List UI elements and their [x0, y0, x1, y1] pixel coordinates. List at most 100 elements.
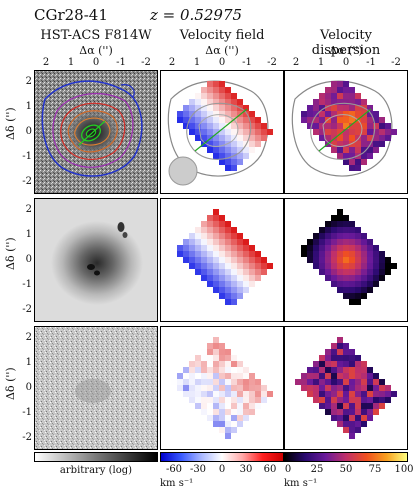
map-pixel	[213, 349, 219, 355]
map-pixel	[355, 367, 361, 373]
map-pixel	[373, 385, 379, 391]
map-pixel	[337, 147, 343, 153]
map-pixel	[331, 391, 337, 397]
map-pixel	[331, 257, 337, 263]
map-pixel	[331, 263, 337, 269]
map-pixel	[319, 245, 325, 251]
map-pixel	[349, 287, 355, 293]
map-pixel	[325, 123, 331, 129]
map-pixel	[361, 117, 367, 123]
map-pixel	[313, 385, 319, 391]
redshift: z = 0.52975	[150, 6, 243, 24]
map-pixel	[243, 147, 249, 153]
map-pixel	[219, 397, 225, 403]
map-pixel	[213, 141, 219, 147]
map-pixel	[219, 379, 225, 385]
map-pixel	[313, 397, 319, 403]
map-pixel	[207, 349, 213, 355]
map-pixel	[207, 141, 213, 147]
x-tick-label: -2	[391, 57, 401, 68]
map-pixel	[201, 257, 207, 263]
map-pixel	[213, 135, 219, 141]
map-pixel	[331, 343, 337, 349]
map-pixel	[189, 263, 195, 269]
map-pixel	[231, 93, 237, 99]
map-pixel	[379, 123, 385, 129]
map-pixel	[385, 135, 391, 141]
map-pixel	[337, 99, 343, 105]
map-pixel	[343, 233, 349, 239]
map-pixel	[343, 141, 349, 147]
map-pixel	[219, 287, 225, 293]
colorbar-tick-label: 30	[239, 464, 253, 475]
map-pixel	[207, 147, 213, 153]
map-pixel	[319, 135, 325, 141]
map-pixel	[361, 147, 367, 153]
map-pixel	[219, 227, 225, 233]
map-pixel	[355, 373, 361, 379]
map-pixel	[325, 409, 331, 415]
x-tick-label: 2	[42, 57, 50, 68]
map-pixel	[219, 159, 225, 165]
map-pixel	[219, 117, 225, 123]
map-pixel	[207, 87, 213, 93]
map-pixel	[331, 281, 337, 287]
panel-velocity-contours	[160, 70, 284, 194]
map-pixel	[195, 99, 201, 105]
map-pixel	[361, 99, 367, 105]
map-pixel	[367, 147, 373, 153]
map-pixel	[231, 275, 237, 281]
map-pixel	[243, 117, 249, 123]
map-pixel	[313, 257, 319, 263]
map-pixel	[373, 245, 379, 251]
map-pixel	[319, 257, 325, 263]
map-pixel	[237, 153, 243, 159]
map-pixel	[207, 227, 213, 233]
map-pixel	[343, 99, 349, 105]
panel-hst-contours	[34, 70, 158, 194]
map-pixel	[301, 117, 307, 123]
map-pixel	[355, 251, 361, 257]
map-pixel	[349, 367, 355, 373]
map-pixel	[337, 391, 343, 397]
map-pixel	[243, 391, 249, 397]
map-pixel	[213, 209, 219, 215]
y-tick-label: 2	[25, 76, 32, 87]
map-pixel	[225, 299, 231, 305]
map-pixel	[325, 245, 331, 251]
map-pixel	[201, 93, 207, 99]
map-pixel	[349, 153, 355, 159]
contour-orange	[74, 117, 111, 146]
map-pixel	[307, 391, 313, 397]
map-pixel	[373, 403, 379, 409]
map-pixel	[261, 397, 267, 403]
map-pixel	[225, 257, 231, 263]
map-pixel	[343, 159, 349, 165]
map-pixel	[249, 403, 255, 409]
panel-dispersion-model	[284, 198, 408, 322]
map-pixel	[349, 391, 355, 397]
map-pixel	[249, 385, 255, 391]
map-pixel	[325, 111, 331, 117]
map-pixel	[231, 147, 237, 153]
map-pixel	[201, 409, 207, 415]
map-pixel	[219, 269, 225, 275]
map-pixel	[201, 111, 207, 117]
contour-blue-outer	[41, 80, 143, 177]
map-pixel	[385, 263, 391, 269]
map-pixel	[379, 141, 385, 147]
map-pixel	[207, 263, 213, 269]
map-pixel	[325, 105, 331, 111]
map-pixel	[337, 415, 343, 421]
map-pixel	[183, 111, 189, 117]
map-pixel	[337, 245, 343, 251]
map-pixel	[355, 391, 361, 397]
map-pixel	[183, 373, 189, 379]
map-pixel	[195, 269, 201, 275]
map-pixel	[313, 111, 319, 117]
map-pixel	[195, 245, 201, 251]
map-pixel	[349, 111, 355, 117]
map-pixel	[361, 245, 367, 251]
map-pixel	[331, 99, 337, 105]
map-pixel	[207, 269, 213, 275]
